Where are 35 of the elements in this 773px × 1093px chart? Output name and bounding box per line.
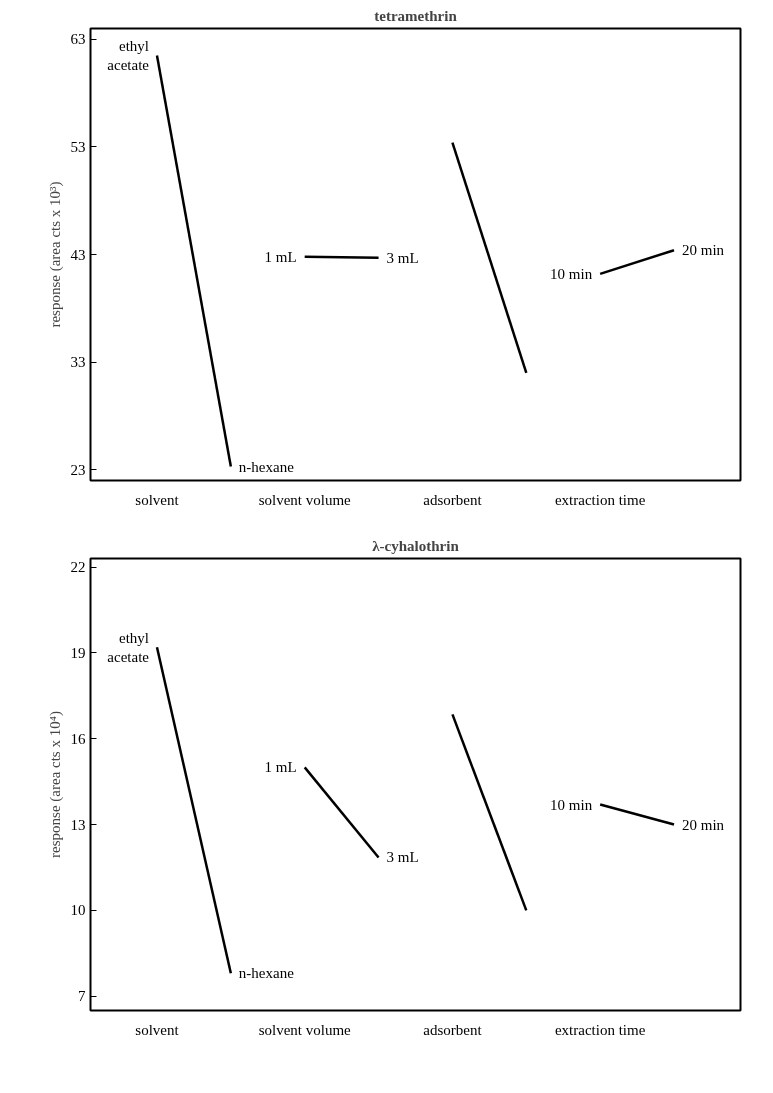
x-tick-label: extraction time — [554, 491, 646, 508]
x-tick-label: adsorbent — [423, 491, 483, 508]
annotation: 3 mL — [386, 849, 419, 866]
y-tick-label: 16 — [70, 730, 86, 747]
y-tick-label: 63 — [70, 31, 86, 48]
x-tick-label: solvent — [135, 1021, 180, 1038]
annotation: n-hexane — [238, 458, 295, 475]
annotation: n-hexane — [238, 965, 295, 982]
y-tick-label: 23 — [70, 461, 86, 478]
y-tick-label: 43 — [70, 246, 86, 263]
x-tick-label: solvent volume — [258, 491, 352, 508]
y-tick-label: 33 — [70, 354, 86, 371]
annotation: 10 min — [550, 265, 593, 282]
annotation: 20 min — [682, 242, 725, 259]
annotation: ethyl acetate — [107, 37, 150, 73]
annotation: ethyl acetate — [107, 629, 150, 665]
annotation: 3 mL — [386, 249, 419, 266]
chart-title: tetramethrin — [374, 7, 458, 24]
annotation: 1 mL — [264, 759, 297, 776]
y-axis-title: response (area cts x 10³) — [46, 181, 64, 328]
x-tick-label: solvent — [135, 491, 180, 508]
x-tick-label: extraction time — [554, 1021, 646, 1038]
chart-title: λ-cyhalothrin — [372, 537, 460, 554]
annotation: 20 min — [682, 816, 725, 833]
y-axis-title: response (area cts x 10⁴) — [46, 711, 64, 858]
y-tick-label: 13 — [70, 816, 86, 833]
annotation: 10 min — [550, 796, 593, 813]
x-tick-label: adsorbent — [423, 1021, 483, 1038]
y-tick-label: 53 — [70, 138, 86, 155]
x-tick-label: solvent volume — [258, 1021, 352, 1038]
y-tick-label: 10 — [70, 902, 86, 919]
y-tick-label: 22 — [70, 559, 86, 576]
y-tick-label: 19 — [70, 644, 86, 661]
y-tick-label: 7 — [78, 988, 86, 1005]
annotation: 1 mL — [264, 248, 297, 265]
